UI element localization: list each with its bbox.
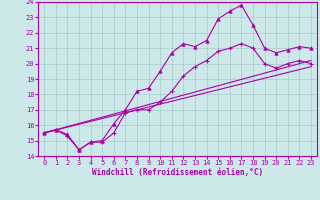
X-axis label: Windchill (Refroidissement éolien,°C): Windchill (Refroidissement éolien,°C)	[92, 168, 263, 177]
